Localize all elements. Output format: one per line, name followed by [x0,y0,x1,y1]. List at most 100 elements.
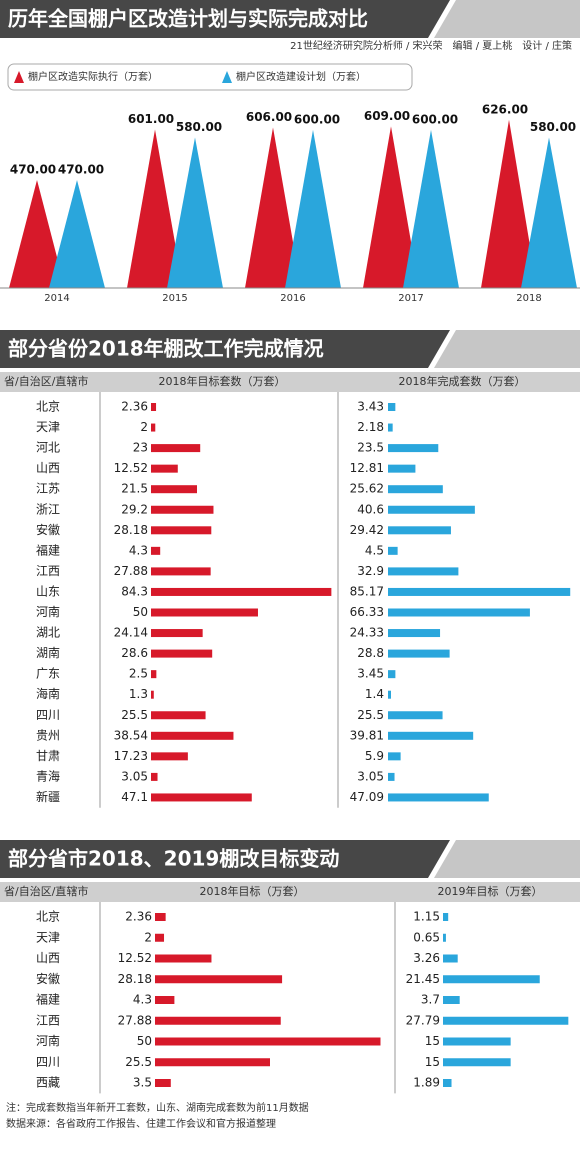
bar [443,933,446,942]
legend-swatch [14,71,24,83]
column-header: 省/自治区/直辖市 [4,374,88,388]
value-label: 1.15 [413,910,440,924]
bar [388,690,391,699]
value-label: 28.18 [118,972,152,986]
row-label: 福建 [36,992,60,1007]
bar [155,1079,171,1087]
column-header: 2018年目标套数（万套） [159,374,286,388]
bar [151,505,214,514]
bar [155,954,212,963]
x-tick-label: 2018 [516,293,541,304]
bar [151,690,154,699]
value-label: 600.00 [412,112,458,126]
bar [388,505,475,514]
row-label: 天津 [36,930,60,944]
bar [388,670,396,679]
bar [151,608,258,617]
triangle-bar [363,126,419,289]
bar [155,975,283,984]
value-label: 609.00 [364,109,410,123]
bar [151,403,157,411]
row-label: 江苏 [36,482,60,496]
value-label: 28.6 [121,646,148,660]
legend-label: 棚户区改造实际执行（万套） [28,70,158,83]
triangle-bar [521,137,577,288]
bar [151,423,156,432]
triangle-bar [49,179,105,288]
column-header: 2018年目标（万套） [200,884,305,898]
row-label: 湖北 [36,625,60,640]
value-label: 2 [144,930,152,944]
value-label: 470.00 [58,162,104,176]
row-label: 天津 [36,420,60,434]
row-label: 西藏 [36,1076,60,1090]
value-label: 50 [133,605,148,619]
x-tick-label: 2016 [280,293,305,304]
value-label: 4.3 [129,543,148,557]
row-label: 四川 [36,708,60,722]
bar [151,793,252,802]
value-label: 40.6 [357,502,384,516]
bar [155,996,175,1004]
triangle-bar [9,179,65,288]
section-title: 历年全国棚户区改造计划与实际完成对比 [8,7,368,31]
value-label: 12.52 [114,461,148,475]
bar [151,670,157,679]
value-label: 28.18 [114,523,148,537]
column-header: 2019年目标（万套） [438,884,543,898]
row-label: 安徽 [36,971,60,986]
bar [443,1037,511,1046]
bar [388,587,571,596]
row-label: 江西 [36,564,60,578]
legend-swatch [222,71,232,83]
value-label: 25.5 [357,708,384,722]
bar [155,1016,281,1025]
row-label: 贵州 [36,728,60,742]
value-label: 24.33 [350,626,384,640]
bar [151,731,234,740]
column-header-bg [0,882,580,902]
value-label: 84.3 [121,584,148,598]
legend-label: 棚户区改造建设计划（万套） [236,70,366,83]
bar [151,567,211,576]
row-label: 山西 [36,461,60,475]
bar [388,711,443,720]
value-label: 3.7 [421,993,440,1007]
triangle-bar [245,127,301,288]
bar [151,546,161,555]
value-label: 50 [137,1034,152,1048]
value-label: 3.26 [413,951,440,965]
column-header-bg [0,372,580,392]
value-label: 27.88 [114,564,148,578]
header-bar [0,330,450,368]
value-label: 21.45 [406,972,440,986]
row-label: 北京 [36,910,60,924]
bar [151,649,213,658]
value-label: 0.65 [413,930,440,944]
section-title: 部分省份2018年棚改工作完成情况 [8,337,324,361]
value-label: 1.89 [413,1076,440,1090]
value-label: 1.4 [365,687,384,701]
header-stripe [434,0,580,38]
value-label: 12.81 [350,461,384,475]
value-label: 39.81 [350,728,384,742]
bar [151,587,332,596]
bar [151,711,206,720]
note: 注：完成套数指当年新开工套数，山东、湖南完成套数为前11月数据 [6,1101,309,1114]
bar [443,913,449,921]
bar [388,444,439,453]
row-label: 江西 [36,1013,60,1027]
bar [151,629,203,638]
x-tick-label: 2014 [44,293,69,304]
bar [155,933,165,942]
bar [388,526,451,535]
value-label: 3.43 [357,400,384,414]
row-label: 河南 [36,604,60,619]
bar [443,996,460,1004]
value-label: 28.8 [357,646,384,660]
triangle-bar [167,137,223,288]
value-label: 2.5 [129,667,148,681]
value-label: 3.45 [357,667,384,681]
value-label: 23.5 [357,441,384,455]
row-label: 浙江 [36,502,60,516]
